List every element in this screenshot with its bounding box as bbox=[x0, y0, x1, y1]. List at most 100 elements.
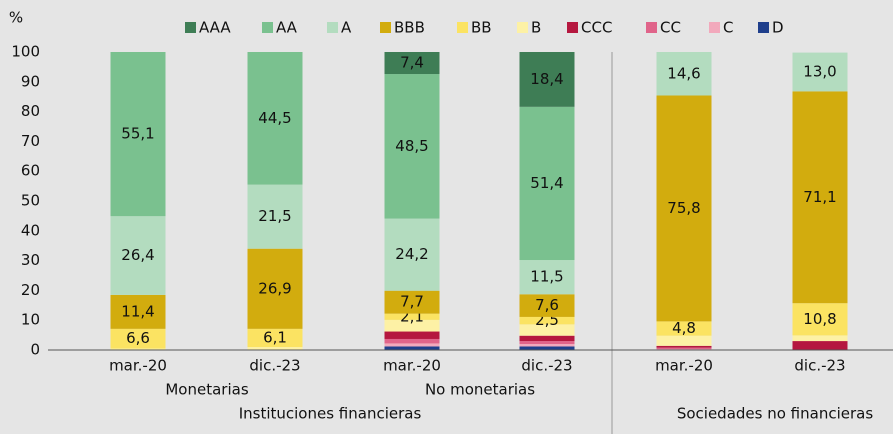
data-label: 6,1 bbox=[263, 328, 287, 346]
data-label: 13,0 bbox=[803, 62, 836, 80]
bar-segment bbox=[792, 341, 848, 350]
data-label: 10,8 bbox=[803, 310, 836, 328]
y-tick-label: 60 bbox=[21, 162, 40, 180]
data-label: 6,6 bbox=[126, 329, 150, 347]
y-axis-label: % bbox=[9, 9, 23, 27]
data-label: 71,1 bbox=[803, 188, 836, 206]
bar-segment bbox=[792, 303, 848, 336]
data-label: 48,5 bbox=[395, 137, 428, 155]
bar-segment bbox=[519, 106, 575, 261]
bar-segment bbox=[656, 347, 712, 350]
data-label: 11,4 bbox=[121, 302, 154, 320]
data-label: 18,4 bbox=[530, 70, 563, 88]
bar-segment bbox=[656, 345, 712, 348]
y-tick-label: 0 bbox=[30, 341, 40, 359]
bar-segment bbox=[384, 343, 440, 347]
bar-segment bbox=[110, 52, 166, 217]
legend-swatch bbox=[262, 22, 273, 33]
y-tick-label: 40 bbox=[21, 221, 40, 239]
bar-segment bbox=[384, 331, 440, 339]
legend-swatch bbox=[567, 22, 578, 33]
x-tick-label: mar.-20 bbox=[655, 357, 713, 375]
data-label: 51,4 bbox=[530, 174, 563, 192]
data-label: 55,1 bbox=[121, 125, 154, 143]
bar-segment bbox=[384, 52, 440, 75]
bar-segment bbox=[384, 346, 440, 350]
legend-swatch bbox=[646, 22, 657, 33]
bar-segment bbox=[384, 338, 440, 344]
y-tick-label: 50 bbox=[21, 192, 40, 210]
bar-segment bbox=[384, 290, 440, 314]
bar-segment bbox=[384, 319, 440, 332]
bar-segment bbox=[519, 260, 575, 295]
bar-segment bbox=[656, 335, 712, 346]
bar-segment bbox=[247, 328, 303, 348]
legend-swatch bbox=[185, 22, 196, 33]
data-label: 26,9 bbox=[258, 279, 291, 297]
legend-label: A bbox=[341, 19, 352, 37]
data-label: 4,8 bbox=[672, 319, 696, 337]
bar-segment bbox=[247, 184, 303, 249]
data-label: 7,6 bbox=[535, 296, 559, 314]
data-label: 24,2 bbox=[395, 245, 428, 263]
bar-segment bbox=[384, 74, 440, 219]
legend-swatch bbox=[457, 22, 468, 33]
y-tick-label: 80 bbox=[21, 102, 40, 120]
legend-swatch bbox=[709, 22, 720, 33]
bar-segment bbox=[519, 52, 575, 107]
bar-segment bbox=[110, 348, 166, 350]
legend-label: AA bbox=[276, 19, 298, 37]
legend-label: D bbox=[772, 19, 784, 37]
bar-segment bbox=[792, 91, 848, 304]
x-tick-label: mar.-20 bbox=[109, 357, 167, 375]
data-label: 75,8 bbox=[667, 199, 700, 217]
data-label: 7,4 bbox=[400, 54, 424, 72]
supergroup-label: Sociedades no financieras bbox=[677, 405, 873, 423]
x-tick-label: dic.-23 bbox=[249, 357, 300, 375]
group-label: Monetarias bbox=[165, 381, 248, 399]
bar-segment bbox=[792, 335, 848, 342]
x-tick-label: dic.-23 bbox=[521, 357, 572, 375]
y-tick-label: 90 bbox=[21, 72, 40, 90]
bar-segment bbox=[110, 216, 166, 295]
bar-segment bbox=[110, 328, 166, 349]
y-tick-label: 30 bbox=[21, 251, 40, 269]
legend-label: CCC bbox=[581, 19, 612, 37]
data-label: 26,4 bbox=[121, 246, 154, 264]
data-label: 11,5 bbox=[530, 268, 563, 286]
y-tick-label: 100 bbox=[11, 43, 40, 61]
bar-segment bbox=[247, 347, 303, 350]
data-label: 14,6 bbox=[667, 64, 700, 82]
bar-segment bbox=[110, 294, 166, 329]
legend-swatch bbox=[327, 22, 338, 33]
bar-segment bbox=[519, 316, 575, 325]
bar-segment bbox=[384, 313, 440, 320]
legend-label: C bbox=[723, 19, 733, 37]
bar-segment bbox=[519, 341, 575, 345]
data-label: 21,5 bbox=[258, 207, 291, 225]
bar-segment bbox=[519, 335, 575, 342]
bar-segment bbox=[247, 52, 303, 185]
legend-label: CC bbox=[660, 19, 681, 37]
x-tick-label: mar.-20 bbox=[383, 357, 441, 375]
data-label: 7,7 bbox=[400, 293, 424, 311]
legend-swatch bbox=[517, 22, 528, 33]
legend-label: BB bbox=[471, 19, 492, 37]
supergroup-label: Instituciones financieras bbox=[239, 405, 422, 423]
data-label: 44,5 bbox=[258, 109, 291, 127]
group-label: No monetarias bbox=[425, 381, 535, 399]
legend-label: B bbox=[531, 19, 541, 37]
legend-label: BBB bbox=[394, 19, 425, 37]
bar-segment bbox=[792, 52, 848, 92]
y-tick-label: 70 bbox=[21, 132, 40, 150]
bar-segment bbox=[247, 248, 303, 329]
legend-swatch bbox=[758, 22, 769, 33]
bar-segment bbox=[656, 52, 712, 96]
bar-segment bbox=[519, 324, 575, 336]
bar-segment bbox=[519, 346, 575, 350]
bar-segment bbox=[384, 218, 440, 291]
legend-label: AAA bbox=[199, 19, 231, 37]
bar-segment bbox=[656, 321, 712, 336]
y-tick-label: 20 bbox=[21, 281, 40, 299]
